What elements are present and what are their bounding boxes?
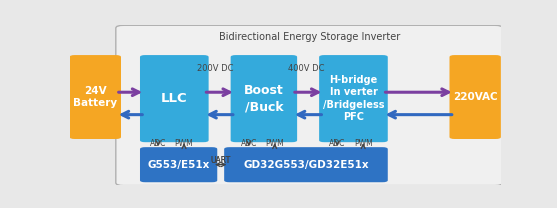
Text: 24V
Battery: 24V Battery	[74, 86, 118, 108]
Text: 400V DC: 400V DC	[288, 64, 324, 73]
Text: PWM: PWM	[175, 139, 193, 148]
Text: PWM: PWM	[354, 139, 373, 148]
Text: Boost
/Buck: Boost /Buck	[244, 84, 284, 113]
Text: UART: UART	[211, 156, 231, 165]
FancyBboxPatch shape	[70, 55, 121, 139]
Text: G553/E51x: G553/E51x	[148, 160, 210, 170]
Text: GD32G553/GD32E51x: GD32G553/GD32E51x	[243, 160, 369, 170]
FancyBboxPatch shape	[140, 147, 217, 182]
Text: ADC: ADC	[150, 139, 167, 148]
FancyBboxPatch shape	[231, 55, 297, 142]
FancyBboxPatch shape	[224, 147, 388, 182]
Text: PWM: PWM	[265, 139, 284, 148]
FancyBboxPatch shape	[140, 55, 209, 142]
Text: ADC: ADC	[241, 139, 257, 148]
Text: H-bridge
In verter
/Bridgeless
PFC: H-bridge In verter /Bridgeless PFC	[323, 75, 384, 122]
Text: LLC: LLC	[161, 92, 188, 105]
FancyBboxPatch shape	[116, 25, 502, 186]
Text: UART: UART	[211, 156, 231, 165]
FancyBboxPatch shape	[319, 55, 388, 142]
Text: 200V DC: 200V DC	[197, 64, 234, 73]
Text: ADC: ADC	[329, 139, 345, 148]
FancyBboxPatch shape	[449, 55, 501, 139]
Text: Bidirectional Energy Storage Inverter: Bidirectional Energy Storage Inverter	[218, 32, 400, 42]
Text: 220VAC: 220VAC	[453, 92, 497, 102]
